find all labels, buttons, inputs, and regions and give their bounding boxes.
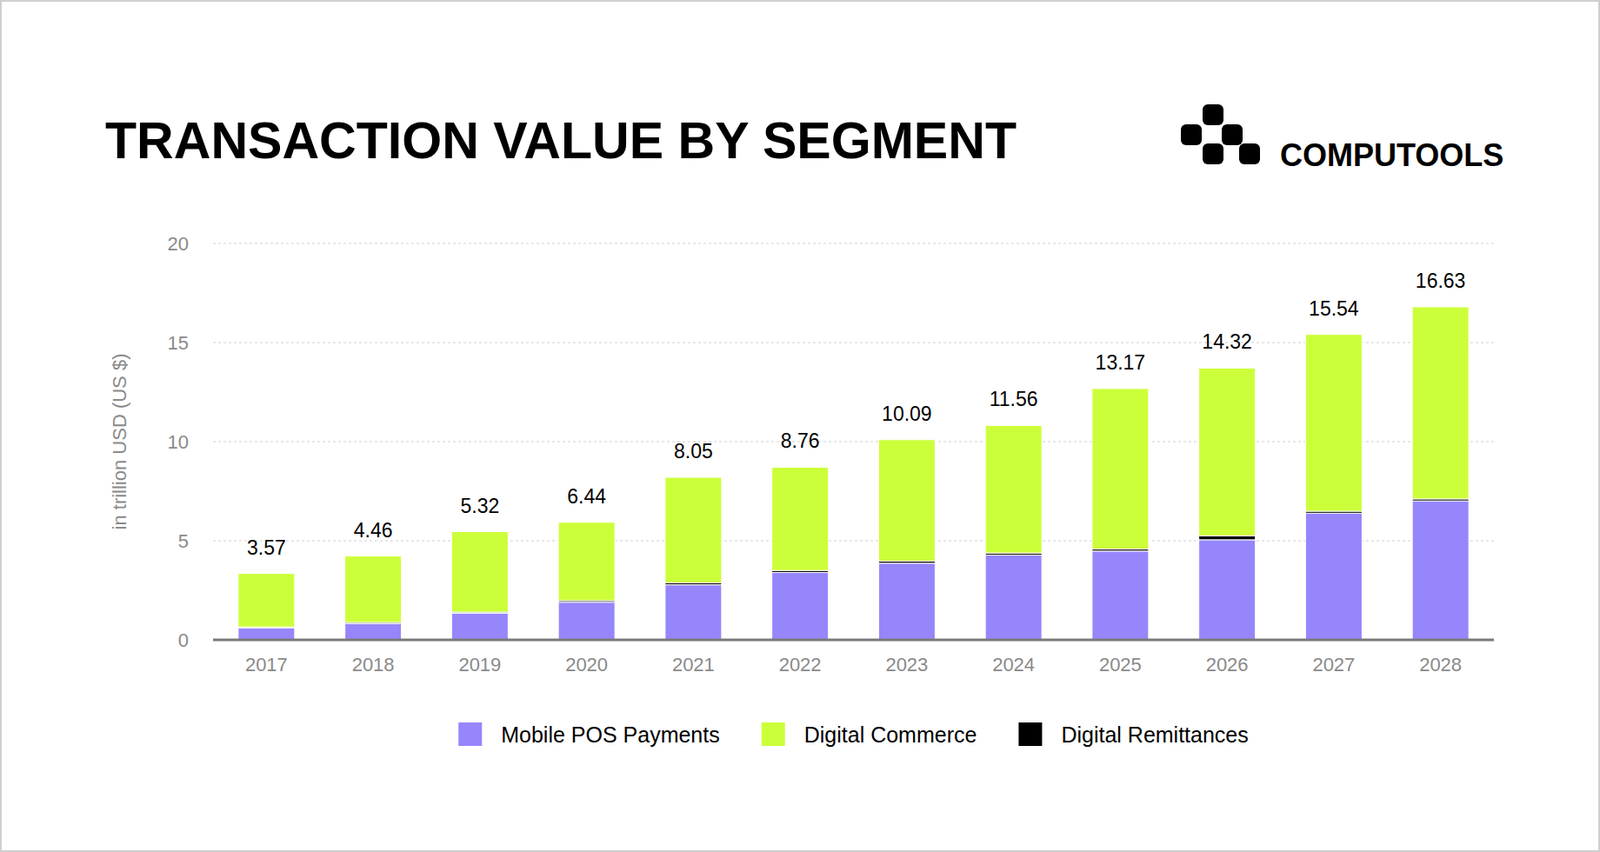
legend-item: Digital Remittances <box>1018 722 1248 747</box>
grid-line <box>213 243 1494 245</box>
legend: Mobile POS Payments Digital Commerce Digit… <box>458 722 1249 747</box>
total-label: 16.63 <box>1415 269 1467 293</box>
bar-segment <box>1092 551 1149 640</box>
total-label: 13.17 <box>1095 351 1147 374</box>
x-axis-line <box>213 639 1494 642</box>
x-tick-label: 2026 <box>1206 653 1249 676</box>
bar-segment <box>985 554 1042 640</box>
total-label: 10.09 <box>881 402 933 426</box>
x-tick-label: 2027 <box>1312 653 1355 676</box>
bar-segment <box>1412 500 1469 640</box>
bar-segment <box>1412 306 1469 500</box>
legend-label: Digital Commerce <box>804 722 978 747</box>
bar-segment <box>878 563 935 640</box>
logo-icon <box>1180 104 1260 165</box>
legend-item: Mobile POS Payments <box>458 722 720 747</box>
brand: COMPUTOOLS <box>1280 137 1504 174</box>
total-label: 3.57 <box>246 536 287 560</box>
x-tick-label: 2018 <box>352 653 395 676</box>
bar-segment <box>345 556 402 623</box>
legend-label: Mobile POS Payments <box>500 722 720 747</box>
frame <box>0 0 1600 852</box>
bar-segment <box>665 477 722 583</box>
total-label: 15.54 <box>1308 297 1360 320</box>
total-label: 8.05 <box>673 440 714 463</box>
grid-line <box>213 441 1494 443</box>
bar-segment <box>558 602 615 640</box>
y-tick-label: 15 <box>167 332 189 354</box>
bar-segment <box>878 440 935 562</box>
x-tick-label: 2023 <box>885 653 928 676</box>
x-tick-label: 2028 <box>1419 653 1462 676</box>
x-tick-label: 2021 <box>672 653 715 676</box>
bar-segment <box>665 585 722 640</box>
bar-segment <box>238 627 295 640</box>
total-label: 11.56 <box>989 387 1039 411</box>
total-label: 8.76 <box>780 429 820 453</box>
bar-segment <box>1305 513 1362 640</box>
bar-segment <box>558 522 615 601</box>
x-tick-label: 2025 <box>1099 653 1142 676</box>
bar-segment <box>451 532 508 614</box>
y-axis-label: in trillion USD (US $) <box>108 353 131 531</box>
y-tick-label: 5 <box>178 530 189 553</box>
grid-line <box>213 342 1494 344</box>
logo-block <box>1221 124 1243 146</box>
legend-swatch <box>1018 722 1042 747</box>
logo-block <box>1180 124 1202 146</box>
bar-segment <box>451 613 508 640</box>
legend-swatch <box>761 722 786 747</box>
y-tick-label: 0 <box>178 629 189 652</box>
y-tick-label: 10 <box>167 431 189 454</box>
bar-segment <box>238 573 295 628</box>
x-tick-label: 2019 <box>458 653 501 676</box>
x-tick-label: 2024 <box>992 653 1035 676</box>
bar-segment <box>1092 388 1149 550</box>
total-label: 5.32 <box>460 494 500 518</box>
bar-segment <box>985 425 1042 554</box>
logo-block <box>1202 143 1224 165</box>
bar-segment <box>772 466 829 571</box>
bar-segment <box>1199 367 1256 536</box>
legend-swatch <box>458 722 482 747</box>
legend-item: Digital Commerce <box>761 722 978 747</box>
y-tick-label: 20 <box>167 233 189 255</box>
bar-segment <box>1199 535 1256 540</box>
bars <box>238 306 1469 640</box>
title: TRANSACTION VALUE BY SEGMENT <box>105 111 1017 170</box>
logo-block <box>1239 143 1260 165</box>
total-label: 6.44 <box>566 485 607 508</box>
legend-label: Digital Remittances <box>1060 722 1248 747</box>
bar-segment <box>1199 540 1256 640</box>
x-tick-label: 2017 <box>245 653 288 676</box>
bar-segment <box>1305 334 1362 512</box>
bar-segment <box>345 623 402 640</box>
bar-segment <box>772 572 829 640</box>
grid <box>213 243 1494 541</box>
grid-line <box>213 540 1494 542</box>
x-tick-label: 2022 <box>779 653 822 676</box>
logo-block <box>1202 104 1224 126</box>
x-tick-label: 2020 <box>565 653 608 676</box>
chart: TRANSACTION VALUE BY SEGMENT COMPUTOOLS in… <box>0 0 1600 852</box>
total-label: 14.32 <box>1201 330 1253 354</box>
total-label: 4.46 <box>353 519 394 542</box>
